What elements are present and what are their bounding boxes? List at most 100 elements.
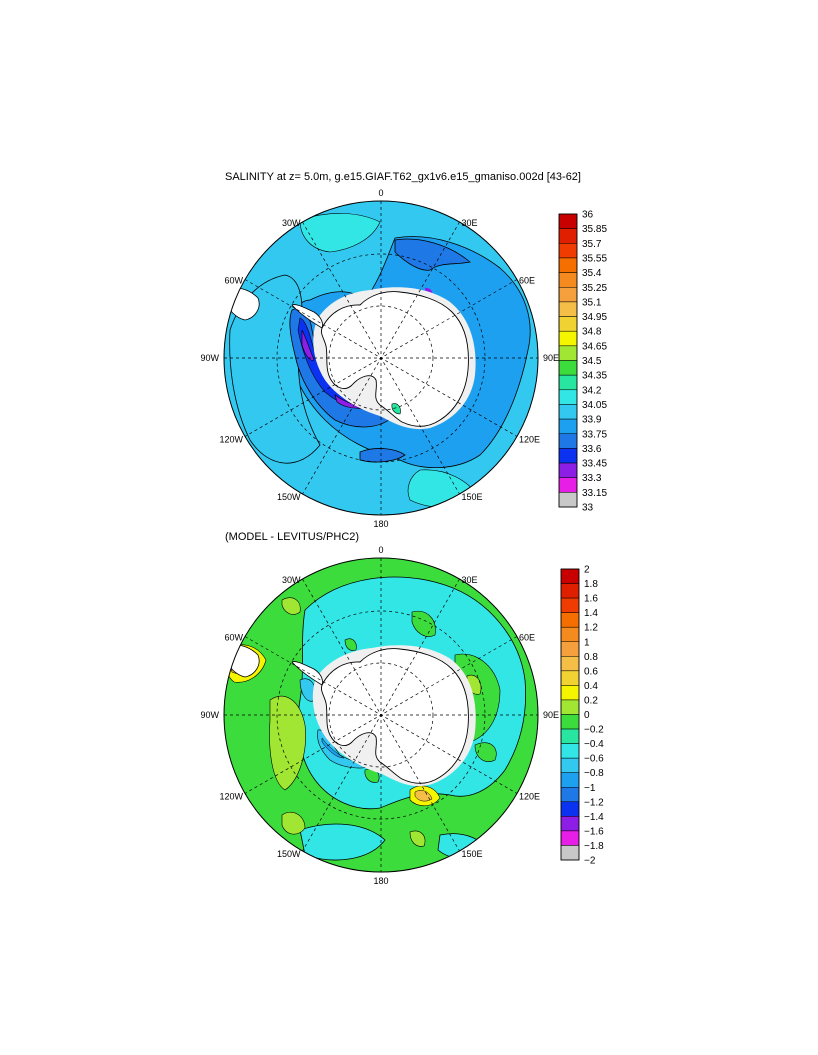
- colorbar-tick-label: 0.8: [584, 652, 598, 663]
- colorbar-tick-label: 1: [584, 637, 590, 648]
- diff-band-0: [411, 610, 436, 637]
- colorbar-tick-label: 34.95: [582, 312, 607, 323]
- longitude-label: 90E: [543, 353, 559, 363]
- colorbar-tick-label: 33.45: [582, 459, 607, 470]
- colorbar-tick-label: 35.4: [582, 268, 602, 279]
- colorbar-tick-label: 1.8: [584, 579, 598, 590]
- colorbar-tick-label: −1.4: [584, 812, 604, 823]
- longitude-label: 150W: [277, 492, 301, 502]
- longitude-label: 90W: [200, 353, 219, 363]
- colorbar-swatch: [560, 757, 580, 773]
- longitude-label: 30W: [282, 575, 301, 585]
- colorbar-swatch: [560, 626, 580, 643]
- colorbar-swatch: [560, 699, 580, 715]
- colorbar-tick-label: 34.05: [582, 400, 607, 411]
- longitude-label: 90E: [543, 710, 559, 720]
- colorbar-frame: [558, 213, 578, 508]
- colorbar-tick-label: 2: [584, 565, 590, 576]
- longitude-label: 120W: [220, 792, 244, 802]
- colorbar-swatch: [560, 568, 580, 584]
- longitude-label: 30E: [462, 575, 478, 585]
- panel-2-title: (MODEL - LEVITUS/PHC2): [225, 531, 360, 543]
- colorbar-swatch: [560, 670, 580, 686]
- antarctica-landmass: [321, 291, 469, 427]
- colorbar-swatch: [558, 272, 578, 288]
- colorbar-swatch: [558, 433, 578, 449]
- map-border: [223, 200, 539, 516]
- difference-colorbar: 2 1.8 1.6 1.4 1.2 1 0.8 0.6 0.4 0.2 0 −0.2 −0.4 −0.6 −…: [560, 565, 604, 867]
- colorbar-swatch: [558, 418, 578, 435]
- colorbar-tick-label: 35.55: [582, 253, 607, 264]
- colorbar-swatch: [558, 228, 578, 244]
- colorbar-swatch: [558, 287, 578, 303]
- colorbar-swatch: [560, 685, 580, 701]
- colorbar-swatch: [560, 583, 580, 599]
- longitude-labels: 0 30E 60E 90E 120E 150E 180 150W 120W 90W 60W 30W: [200, 188, 559, 529]
- salinity-band-34-2: [299, 213, 381, 253]
- longitude-label: 180: [373, 519, 388, 529]
- longitude-label: 90W: [200, 710, 219, 720]
- colorbar-swatch: [558, 477, 578, 493]
- longitude-label: 180: [373, 876, 388, 886]
- colorbar-tick-label: −1.6: [584, 826, 604, 837]
- colorbar-tick-label: 1.4: [584, 608, 598, 619]
- colorbar-swatch: [558, 345, 578, 361]
- salinity-band-33-45: [301, 329, 315, 361]
- colorbar-swatch: [558, 316, 578, 332]
- colorbar-tick-label: 34.5: [582, 356, 602, 367]
- longitude-label: 30E: [462, 218, 478, 228]
- colorbar-frame: [560, 568, 580, 861]
- colorbar-swatch: [558, 330, 578, 347]
- diff-band-0: [344, 638, 357, 651]
- longitude-label: 120W: [220, 435, 244, 445]
- colorbar-swatch: [560, 612, 580, 628]
- longitude-label: 120E: [519, 435, 540, 445]
- colorbar-swatch: [558, 213, 578, 229]
- colorbar-tick-label: 1.6: [584, 594, 598, 605]
- colorbar-tick-label: 35.1: [582, 297, 602, 308]
- colorbar-swatch: [560, 743, 580, 759]
- colorbar-tick-label: 0: [584, 710, 590, 721]
- colorbar-swatch: [560, 714, 580, 730]
- colorbar-swatch: [560, 801, 580, 817]
- colorbar-swatch: [558, 492, 578, 508]
- diff-band-0: [474, 742, 497, 762]
- colorbar-tick-label: −0.8: [584, 768, 604, 779]
- colorbar-swatch: [560, 656, 580, 672]
- colorbar-tick-label: 35.25: [582, 283, 607, 294]
- colorbar-swatch: [560, 772, 580, 788]
- colorbar-tick-label: −1.2: [584, 797, 604, 808]
- colorbar-tick-label: 35.7: [582, 239, 602, 250]
- diff-band-0-2: [281, 597, 301, 615]
- colorbar-tick-label: 0.4: [584, 681, 598, 692]
- salinity-colorbar: 36 35.85 35.7 35.55 35.4 35.25 35.1 34.95 34.8 34…: [558, 210, 607, 514]
- panel-1-title: SALINITY at z= 5.0m, g.e15.GIAF.T62_gx1v…: [225, 171, 581, 183]
- colorbar-tick-label: 33.6: [582, 444, 602, 455]
- longitude-label: 60E: [519, 633, 535, 643]
- colorbar-tick-label: −1: [584, 783, 596, 794]
- longitude-label: 60E: [519, 276, 535, 286]
- colorbar-tick-label: 33.9: [582, 415, 602, 426]
- colorbar-tick-label: 0.2: [584, 695, 598, 706]
- longitude-label: 30W: [282, 218, 301, 228]
- colorbar-tick-label: 34.65: [582, 341, 607, 352]
- colorbar-tick-label: 34.2: [582, 385, 602, 396]
- diff-band-0-2: [269, 695, 306, 791]
- colorbar-swatch: [558, 301, 578, 317]
- longitude-label: 0: [378, 188, 383, 198]
- colorbar-tick-label: 33.15: [582, 488, 607, 499]
- colorbar-swatch: [560, 845, 580, 861]
- colorbar-swatch: [560, 728, 580, 744]
- diff-band-neg-coast: [321, 737, 345, 759]
- colorbar-swatch: [558, 462, 578, 478]
- colorbar-swatch: [558, 257, 578, 273]
- difference-map: 0 30E 60E 90E 120E 150E 180 150W 120W 90W 60W 30W: [200, 545, 559, 886]
- colorbar-swatch: [558, 404, 578, 420]
- longitude-labels: 0 30E 60E 90E 120E 150E 180 150W 120W 90W 60W 30W: [200, 545, 559, 886]
- diff-band-0-2: [409, 830, 426, 847]
- antarctic-peninsula: [291, 661, 323, 686]
- colorbar-tick-label: 33.3: [582, 473, 602, 484]
- colorbar-swatch: [558, 360, 578, 376]
- colorbar-tick-label: 34.8: [582, 327, 602, 338]
